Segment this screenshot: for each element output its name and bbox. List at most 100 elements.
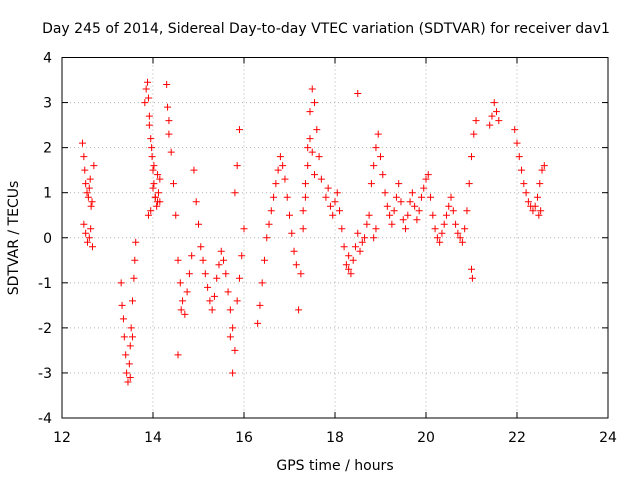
data-point: [436, 238, 444, 246]
data-point: [427, 193, 435, 201]
data-point: [190, 166, 198, 174]
data-point: [438, 229, 446, 237]
data-point: [226, 306, 234, 314]
data-point: [125, 360, 133, 368]
data-point: [347, 270, 355, 278]
data-point: [472, 117, 480, 125]
data-point: [201, 270, 209, 278]
data-point: [129, 297, 137, 305]
data-point: [122, 351, 130, 359]
data-point: [381, 189, 389, 197]
data-point: [288, 229, 296, 237]
data-point: [311, 99, 319, 107]
data-point: [308, 148, 316, 156]
data-point: [367, 180, 375, 188]
data-point: [301, 180, 309, 188]
data-point: [299, 207, 307, 215]
data-point: [84, 193, 92, 201]
data-point: [169, 180, 177, 188]
data-point: [326, 202, 334, 210]
data-point: [388, 220, 396, 228]
data-point: [374, 130, 382, 138]
data-point: [144, 78, 152, 86]
data-point: [156, 198, 164, 206]
x-axis-label: GPS time / hours: [276, 458, 393, 474]
data-point: [379, 171, 387, 179]
data-point: [468, 274, 476, 282]
data-point: [181, 310, 189, 318]
data-point: [531, 202, 539, 210]
data-point: [465, 180, 473, 188]
data-point: [174, 256, 182, 264]
data-point: [220, 256, 228, 264]
data-point: [540, 162, 548, 170]
data-point: [297, 270, 305, 278]
data-point: [129, 333, 137, 341]
data-point: [299, 225, 307, 233]
data-point: [204, 283, 212, 291]
data-point: [390, 207, 398, 215]
data-point: [408, 189, 416, 197]
data-points: [78, 78, 548, 386]
data-point: [229, 324, 237, 332]
data-point: [226, 333, 234, 341]
data-point: [81, 166, 89, 174]
data-point: [456, 234, 464, 242]
data-point: [399, 216, 407, 224]
data-point: [154, 189, 162, 197]
data-point: [215, 261, 223, 269]
data-point: [304, 162, 312, 170]
data-point: [192, 198, 200, 206]
data-point: [149, 166, 157, 174]
data-point: [233, 297, 241, 305]
data-point: [263, 234, 271, 242]
data-point: [163, 81, 171, 89]
data-point: [518, 166, 526, 174]
data-point: [317, 175, 325, 183]
data-point: [345, 265, 353, 273]
data-point: [87, 202, 95, 210]
data-point: [333, 189, 341, 197]
data-point: [336, 207, 344, 215]
data-point: [306, 135, 314, 143]
data-point: [411, 202, 419, 210]
data-point: [533, 193, 541, 201]
data-point: [80, 153, 88, 161]
y-tick-label: -4: [38, 411, 52, 427]
data-point: [151, 193, 159, 201]
data-point: [153, 202, 161, 210]
data-point: [80, 220, 88, 228]
data-point: [370, 234, 378, 242]
data-point: [258, 279, 266, 287]
x-tick-label: 22: [508, 430, 526, 446]
data-point: [304, 144, 312, 152]
data-point: [311, 171, 319, 179]
data-point: [256, 301, 264, 309]
data-point: [397, 198, 405, 206]
data-point: [195, 220, 202, 228]
data-point: [470, 130, 478, 138]
data-point: [167, 148, 175, 156]
data-point: [87, 225, 95, 233]
data-point: [123, 369, 131, 377]
data-point: [431, 225, 439, 233]
x-tick-label: 18: [326, 430, 344, 446]
data-point: [322, 193, 330, 201]
data-point: [377, 153, 384, 161]
data-point: [449, 207, 457, 215]
data-point: [172, 211, 180, 219]
data-point: [148, 144, 156, 152]
data-point: [117, 279, 125, 287]
data-point: [283, 193, 291, 201]
data-point: [331, 198, 339, 206]
data-point: [208, 306, 216, 314]
data-point: [120, 333, 128, 341]
data-point: [537, 207, 545, 215]
data-point: [468, 265, 475, 273]
data-point: [156, 175, 164, 183]
data-point: [413, 216, 421, 224]
data-point: [210, 292, 218, 300]
data-point: [290, 247, 298, 255]
data-point: [88, 198, 96, 206]
data-point: [338, 225, 346, 233]
